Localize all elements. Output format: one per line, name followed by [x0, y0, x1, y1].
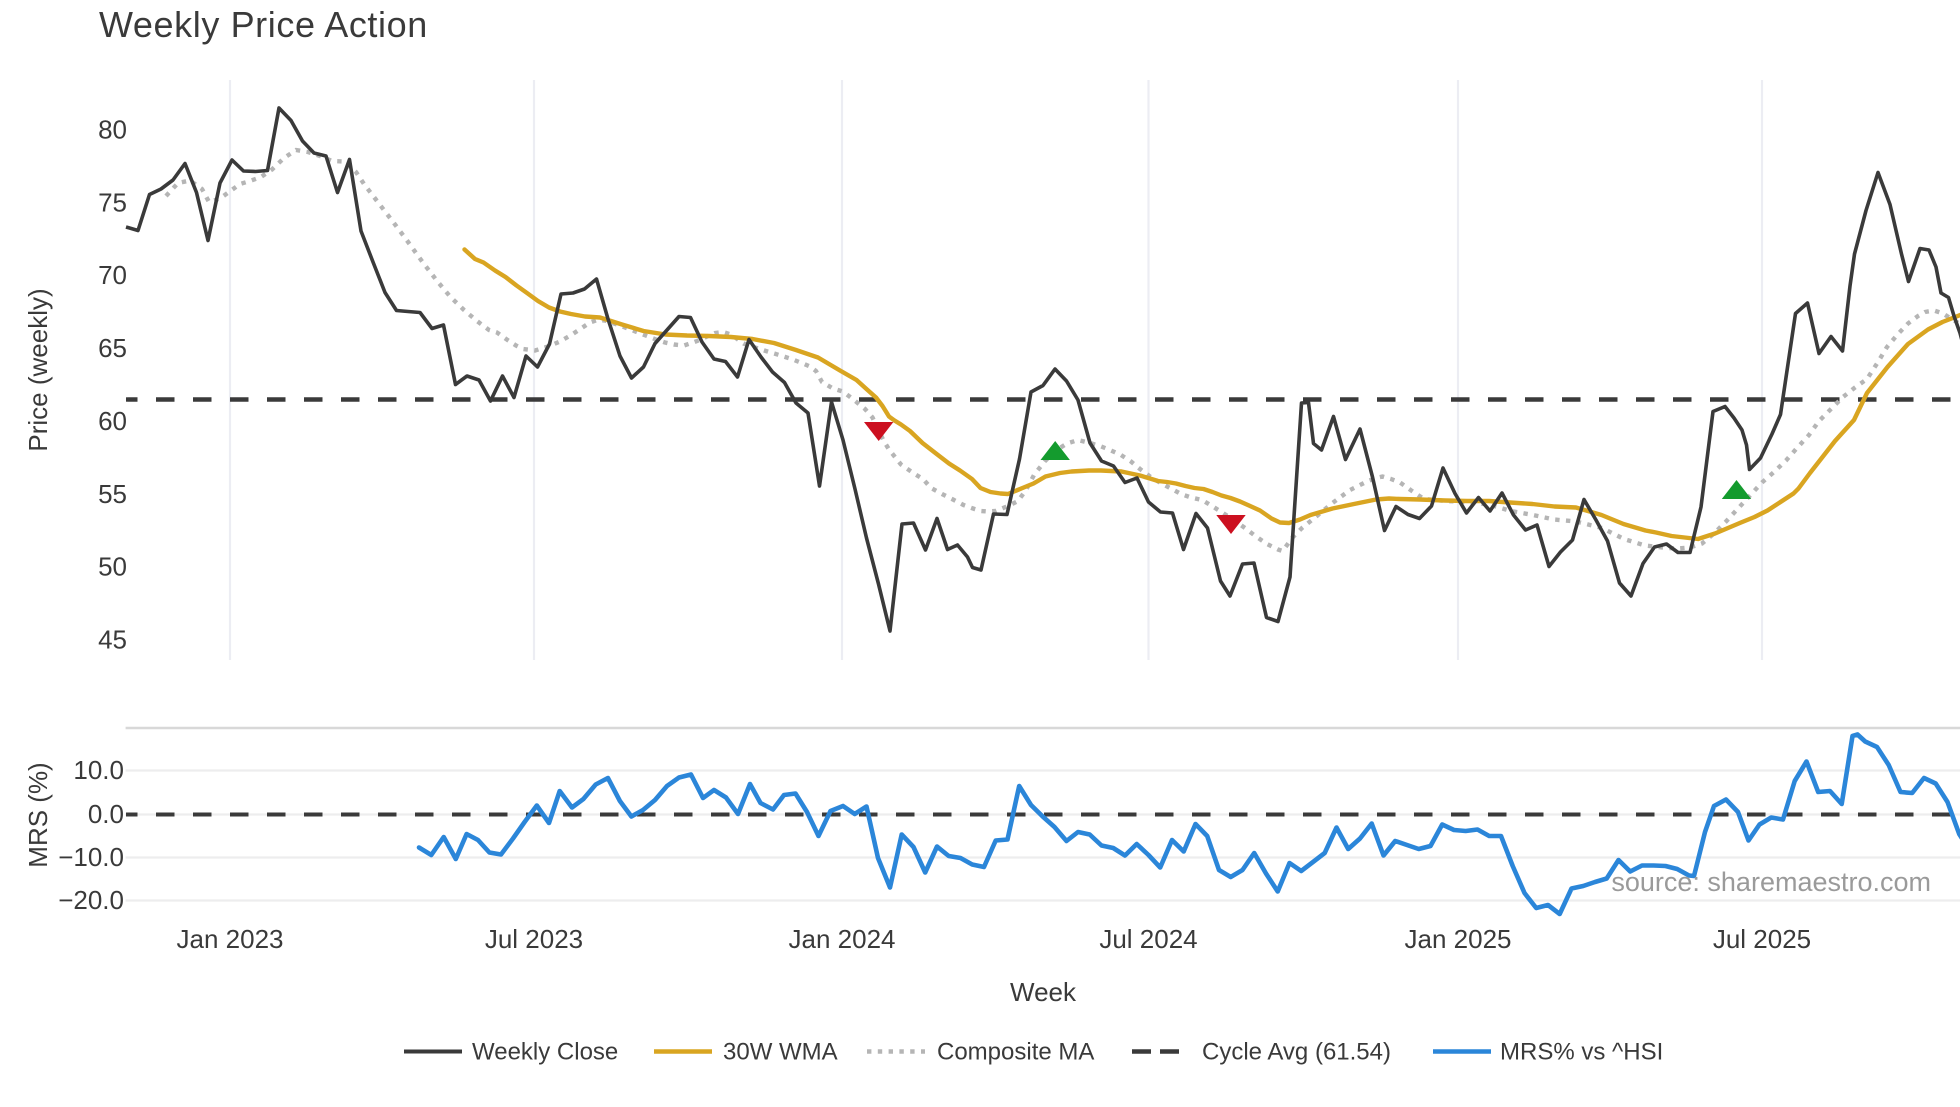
svg-text:Jan 2024: Jan 2024: [789, 924, 896, 954]
svg-text:source: sharemaestro.com: source: sharemaestro.com: [1611, 867, 1931, 897]
svg-text:Week: Week: [1010, 977, 1077, 1007]
svg-text:Jul 2023: Jul 2023: [485, 924, 583, 954]
svg-text:Cycle Avg (61.54): Cycle Avg (61.54): [1202, 1039, 1391, 1066]
svg-text:Composite MA: Composite MA: [937, 1039, 1094, 1066]
svg-text:60: 60: [98, 406, 127, 436]
svg-text:55: 55: [98, 479, 127, 509]
svg-text:75: 75: [98, 187, 127, 217]
svg-text:30W WMA: 30W WMA: [723, 1039, 838, 1066]
svg-text:MRS% vs ^HSI: MRS% vs ^HSI: [1500, 1039, 1663, 1066]
svg-text:Jan 2025: Jan 2025: [1405, 924, 1512, 954]
svg-text:80: 80: [98, 115, 127, 145]
svg-text:Price (weekly): Price (weekly): [23, 288, 53, 451]
svg-text:Weekly Price Action: Weekly Price Action: [99, 4, 428, 45]
svg-text:Jul 2025: Jul 2025: [1713, 924, 1811, 954]
svg-text:Jul 2024: Jul 2024: [1099, 924, 1197, 954]
svg-text:70: 70: [98, 260, 127, 290]
svg-text:50: 50: [98, 552, 127, 582]
svg-text:45: 45: [98, 625, 127, 655]
svg-text:10.0: 10.0: [73, 755, 124, 785]
svg-text:Weekly Close: Weekly Close: [472, 1039, 618, 1066]
svg-text:65: 65: [98, 333, 127, 363]
svg-text:−10.0: −10.0: [58, 842, 124, 872]
svg-text:Jan 2023: Jan 2023: [177, 924, 284, 954]
svg-text:MRS (%): MRS (%): [23, 762, 53, 867]
svg-text:0.0: 0.0: [88, 799, 124, 829]
svg-text:−20.0: −20.0: [58, 885, 124, 915]
